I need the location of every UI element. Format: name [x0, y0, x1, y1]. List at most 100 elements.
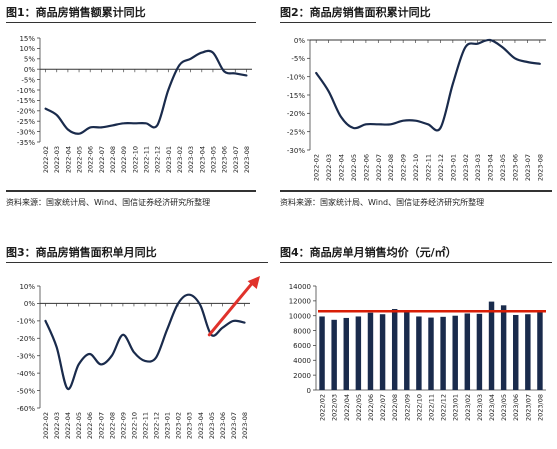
title-rule: [280, 262, 552, 263]
y-tick-label: 15%: [19, 35, 35, 43]
y-tick-label: -30%: [287, 147, 305, 155]
y-tick-label: 5%: [24, 56, 35, 64]
x-tick-label: 2023-03: [187, 146, 195, 173]
y-tick-label: 0: [307, 387, 311, 395]
x-tick-label: 2023/01: [452, 394, 460, 421]
line-chart-3: 10%0%-10%-20%-30%-40%-50%-60%2022-02 2022…: [17, 276, 260, 439]
y-tick-label: -5%: [21, 76, 35, 84]
x-tick-label: 2022-07: [375, 154, 383, 181]
x-tick-label: 2022-10: [130, 412, 138, 439]
x-tick-label: 2023/04: [488, 394, 496, 421]
chart-source: 资料来源：国家统计局、Wind、国信证券经济研究所整理: [280, 198, 485, 207]
chart-title: 图3：商品房销售面积单月同比: [6, 246, 157, 259]
y-tick-label: 6000: [293, 342, 311, 350]
bar: [440, 316, 446, 390]
x-tick-label: 2022/05: [355, 394, 363, 421]
x-tick-label: 2022-03: [53, 412, 61, 439]
x-tick-label: 2022-12: [153, 412, 161, 439]
y-tick-label: -30%: [17, 353, 35, 361]
line-chart-2: 0% -5% -10% -15% -20% -25% -30% 2022-02 2022-03 2…: [287, 37, 546, 181]
x-tick-label: 2022-04: [64, 412, 72, 439]
bar: [464, 313, 471, 390]
x-tick-label: 2022/06: [367, 394, 375, 421]
x-tick-label: 2023-02: [176, 146, 184, 173]
x-tick-label: 2022-11: [143, 146, 151, 173]
x-tick-label: 2023-03: [186, 412, 194, 439]
chart-panel-2: 图2：商品房销售面积累计同比 0% -5% -10% -15% -20% -25% -30%…: [280, 6, 552, 216]
y-tick-label: -15%: [287, 92, 305, 100]
x-tick-label: 2023/07: [524, 394, 532, 421]
x-tick-label: 2022-02: [42, 412, 50, 439]
x-tick-label: 2022/08: [391, 394, 399, 421]
bar: [488, 301, 495, 390]
x-tick-label: 2023-01: [164, 412, 172, 439]
x-tick-label: 2022-09: [119, 412, 127, 439]
x-tick-label: 2022-02: [313, 154, 321, 181]
series-line: [44, 293, 246, 390]
x-tick-label: 2023-04: [197, 412, 205, 439]
x-tick-label: 2022-10: [131, 146, 139, 173]
x-tick-label: 2023-07: [230, 412, 238, 439]
bar: [404, 310, 410, 390]
bar: [367, 312, 374, 390]
bar: [476, 313, 483, 390]
bar-chart-4: 14000 12000 10000 8000 6000 4000 2000 0 2022/02 2…: [289, 283, 546, 421]
y-tick-label: -10%: [287, 73, 305, 81]
chart-title: 图1：商品房销售额累计同比: [6, 6, 146, 19]
bar: [355, 316, 362, 390]
x-tick-label: 2022-04: [338, 154, 346, 181]
bar: [319, 316, 325, 390]
x-tick-label: 2022-11: [425, 154, 433, 181]
y-tick-label: 10000: [289, 313, 311, 321]
y-tick-label: -5%: [291, 55, 305, 63]
chart-panel-1: 图1：商品房销售额累计同比 15% 10% 5% 0% -5% -10% -15% -20% -…: [6, 6, 256, 216]
chart-title: 图4：商品房单月销售均价（元/㎡）: [280, 246, 457, 259]
bar: [500, 305, 507, 390]
series-line: [315, 38, 541, 132]
chart-panel-4: 图4：商品房单月销售均价（元/㎡） 14000 12000 10000 8000 600…: [280, 246, 552, 446]
x-tick-label: 2023-06: [221, 146, 229, 173]
y-tick-label: -10%: [17, 87, 35, 95]
y-tick-label: -20%: [17, 108, 35, 116]
x-tick-label: 2023/02: [464, 394, 472, 421]
x-tick-label: 2023-04: [487, 154, 495, 181]
x-tick-label: 2022-10: [412, 154, 420, 181]
x-tick-label: 2022/10: [415, 394, 423, 421]
x-tick-label: 2023-04: [198, 146, 206, 173]
x-tick-label: 2023-01: [449, 154, 457, 181]
title-rule: [6, 262, 268, 263]
trend-arrow-shaft: [207, 279, 256, 337]
x-tick-label: 2023/06: [512, 394, 520, 421]
y-tick-label: 8000: [293, 327, 311, 335]
y-tick-label: -35%: [17, 139, 35, 147]
x-tick-label: 2022/09: [403, 394, 411, 421]
x-tick-label: 2022-04: [64, 146, 72, 173]
x-tick-label: 2022-07: [97, 412, 105, 439]
x-tick-label: 2022-02: [42, 146, 50, 173]
x-tick-label: 2023-05: [499, 154, 507, 181]
x-tick-label: 2022-06: [86, 412, 94, 439]
x-tick-label: 2022-12: [437, 154, 445, 181]
x-tick-label: 2022-08: [109, 146, 117, 173]
bar: [452, 315, 458, 390]
y-tick-label: -25%: [287, 128, 305, 136]
trend-arrow-head: [247, 276, 260, 290]
x-tick-label: 2023/03: [476, 394, 484, 421]
source-rule: [6, 190, 256, 192]
chart-panel-3: 图3：商品房销售面积单月同比 10% 0% -10% -20% -30% -40% -50%…: [6, 246, 268, 446]
x-tick-label: 2023-07: [524, 154, 532, 181]
y-tick-label: 0%: [24, 300, 35, 308]
x-tick-label: 2022-05: [76, 146, 84, 173]
bar: [379, 314, 386, 390]
x-tick-label: 2023-03: [474, 154, 482, 181]
x-tick-label: 2023-08: [243, 146, 251, 173]
series-line: [44, 49, 248, 135]
x-tick-label: 2023/08: [536, 394, 544, 421]
bar: [428, 317, 434, 390]
x-tick-label: 2023-06: [219, 412, 227, 439]
y-tick-label: -10%: [17, 318, 35, 326]
x-tick-label: 2022/11: [428, 394, 436, 421]
x-tick-label: 2023-05: [208, 412, 216, 439]
x-tick-label: 2023-06: [511, 154, 519, 181]
y-tick-label: -20%: [287, 110, 305, 118]
